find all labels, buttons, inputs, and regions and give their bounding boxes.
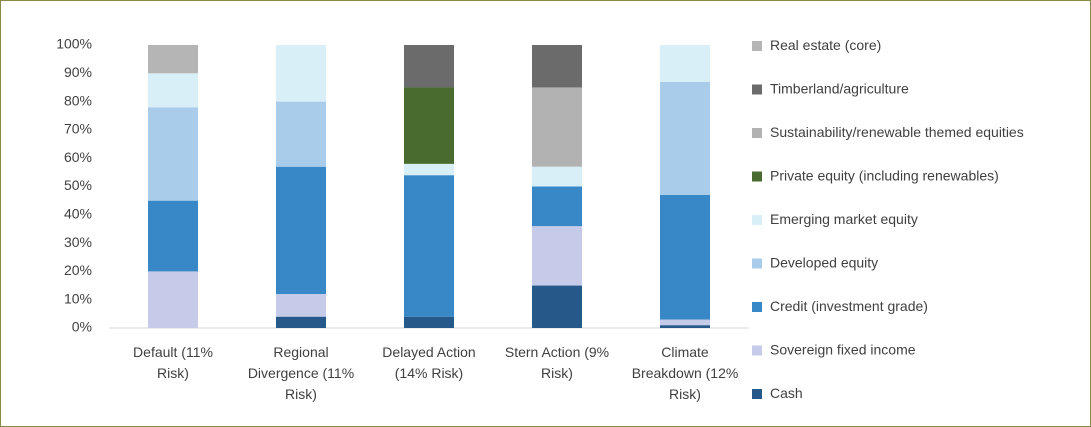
bar-segment xyxy=(148,73,198,108)
legend-label: Sovereign fixed income xyxy=(770,341,916,357)
bar-segment xyxy=(532,45,582,88)
bar-segment xyxy=(404,163,454,176)
legend-swatch xyxy=(752,128,762,138)
y-tick-label: 40% xyxy=(64,206,92,222)
bar-segment xyxy=(532,87,582,167)
bar-segment xyxy=(532,285,582,328)
bar-segment xyxy=(276,316,326,328)
x-tick-label: Default (11% Risk) xyxy=(133,344,213,381)
bar-segment xyxy=(148,200,198,272)
bar-segment xyxy=(660,319,710,326)
x-tick-label: Climate Breakdown (12% Risk) xyxy=(632,344,739,402)
bar-segment xyxy=(276,45,326,102)
y-tick-label: 0% xyxy=(72,319,92,335)
legend-label: Developed equity xyxy=(770,254,878,270)
bar-segment xyxy=(276,166,326,295)
legend-swatch xyxy=(752,41,762,51)
bar-segment xyxy=(404,45,454,88)
bar-segment xyxy=(532,186,582,227)
legend-label: Real estate (core) xyxy=(770,37,881,53)
legend-label: Cash xyxy=(770,385,803,401)
bar-segment xyxy=(532,226,582,286)
bar-segment xyxy=(660,81,710,195)
x-tick-label: Regional Divergence (11% Risk) xyxy=(248,344,354,402)
bar-segment xyxy=(660,45,710,82)
x-tick-label: Delayed Action (14% Risk) xyxy=(382,344,475,381)
bar-segment xyxy=(532,166,582,187)
bar-segment xyxy=(660,194,710,320)
legend-swatch xyxy=(752,302,762,312)
y-tick-label: 20% xyxy=(64,262,92,278)
legend-label: Private equity (including renewables) xyxy=(770,167,999,183)
y-tick-label: 80% xyxy=(64,92,92,108)
bar-segment xyxy=(404,87,454,164)
bar-segment xyxy=(276,294,326,317)
legend-swatch xyxy=(752,215,762,225)
x-tick-label: Stern Action (9% Risk) xyxy=(505,344,609,381)
bar-segment xyxy=(404,175,454,317)
legend-swatch xyxy=(752,258,762,269)
legend-label: Sustainability/renewable themed equities xyxy=(770,124,1024,140)
legend-swatch xyxy=(752,345,762,356)
bar-segment xyxy=(660,325,710,328)
y-tick-label: 100% xyxy=(56,36,92,52)
y-tick-label: 70% xyxy=(64,121,92,137)
legend-label: Timberland/agriculture xyxy=(770,80,909,96)
legend-swatch xyxy=(752,171,762,182)
y-tick-label: 90% xyxy=(64,64,92,80)
bar-segment xyxy=(404,316,454,328)
bar-segment xyxy=(148,271,198,328)
legend-label: Emerging market equity xyxy=(770,211,918,227)
legend-label: Credit (investment grade) xyxy=(770,298,928,314)
y-tick-label: 30% xyxy=(64,234,92,250)
legend-swatch xyxy=(752,84,762,95)
bar-segment xyxy=(148,107,198,201)
y-tick-label: 10% xyxy=(64,290,92,306)
y-tick-label: 60% xyxy=(64,149,92,165)
y-tick-label: 50% xyxy=(64,177,92,193)
bar-segment xyxy=(276,101,326,167)
legend-swatch xyxy=(752,389,762,399)
bar-segment xyxy=(148,45,198,74)
